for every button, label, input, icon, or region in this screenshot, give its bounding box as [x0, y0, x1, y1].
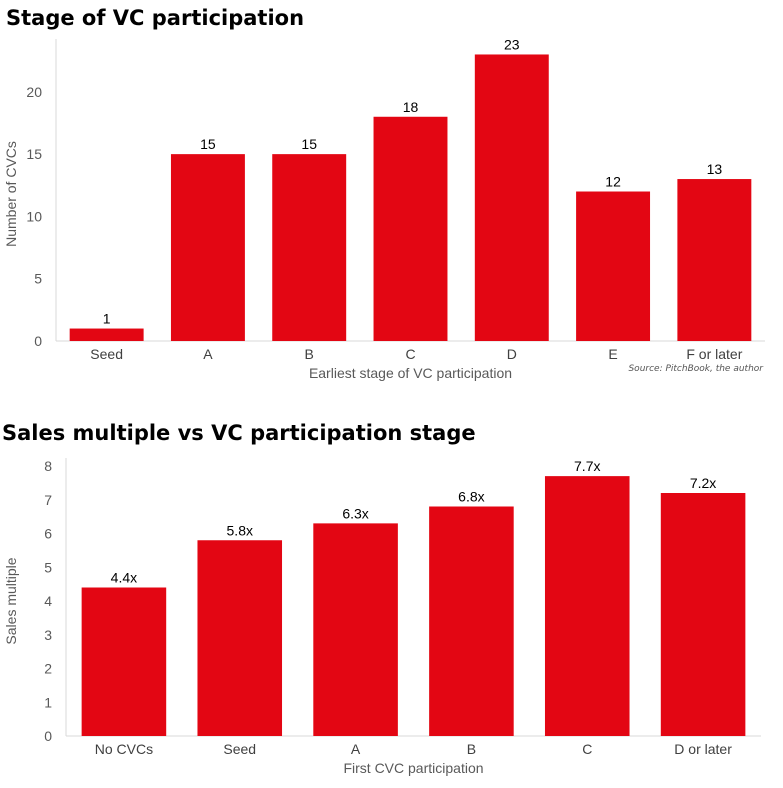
y-tick-label: 7	[44, 492, 52, 508]
chart-stage-of-vc-participation: 0 5 10 15 20 1 Seed 15 A 15 B 18 C 23 D 12 E 13 F or later…	[3, 36, 765, 381]
data-label: 12	[605, 174, 621, 190]
bar-e	[576, 191, 651, 341]
data-label: 7.7x	[574, 458, 600, 474]
bar-c	[373, 116, 448, 341]
x-tick-label: C	[405, 346, 415, 362]
chart2-title: Sales multiple vs VC participation stage	[2, 421, 476, 445]
y-tick-label: 4	[44, 593, 52, 609]
data-label: 15	[200, 136, 216, 152]
x-tick-label: D	[507, 346, 517, 362]
y-tick-label: 1	[44, 694, 52, 710]
y-tick-label: 6	[44, 526, 52, 542]
bar-no-cvcs	[81, 587, 167, 736]
x-tick-label: B	[467, 741, 476, 757]
data-label: 6.3x	[342, 505, 368, 521]
x-tick-label: C	[582, 741, 592, 757]
y-tick-label: 8	[44, 458, 52, 474]
source-note: Source: PitchBook, the author	[628, 364, 763, 374]
y-tick-label: 20	[26, 84, 42, 100]
y-tick-label: 0	[44, 728, 52, 744]
bar-seed	[197, 540, 283, 736]
data-label: 13	[707, 161, 723, 177]
chart1-title: Stage of VC participation	[6, 6, 305, 30]
bar-d-or-later	[660, 493, 746, 736]
y-tick-label: 5	[34, 271, 42, 287]
bar-c	[544, 476, 630, 736]
y-tick-label: 15	[26, 146, 42, 162]
x-tick-label: A	[351, 741, 361, 757]
x-axis-title: Earliest stage of VC participation	[309, 365, 512, 381]
bar-f-or-later	[677, 179, 752, 341]
bar-seed	[69, 328, 144, 341]
y-tick-label: 0	[34, 333, 42, 349]
data-label: 6.8x	[458, 489, 484, 505]
data-label: 15	[301, 136, 317, 152]
data-label: 23	[504, 36, 520, 52]
bar-d	[474, 54, 549, 341]
y-tick-label: 2	[44, 661, 52, 677]
x-axis-title: First CVC participation	[343, 760, 483, 776]
y-tick-label: 3	[44, 627, 52, 643]
y-tick-label: 10	[26, 208, 42, 224]
x-tick-label: D or later	[674, 741, 732, 757]
y-tick-label: 5	[44, 559, 52, 575]
bar-a	[313, 523, 398, 736]
bar-b	[272, 154, 347, 341]
y-axis-title: Sales multiple	[3, 557, 19, 644]
x-tick-label: B	[305, 346, 314, 362]
data-label: 7.2x	[690, 475, 716, 491]
data-label: 1	[103, 311, 111, 327]
data-label: 4.4x	[111, 570, 137, 586]
data-label: 18	[403, 99, 419, 115]
y-axis-title: Number of CVCs	[3, 141, 19, 247]
bar-a	[170, 154, 245, 341]
x-tick-label: E	[608, 346, 617, 362]
x-tick-label: F or later	[686, 346, 742, 362]
x-tick-label: A	[203, 346, 213, 362]
x-tick-label: No CVCs	[95, 741, 153, 757]
x-tick-label: Seed	[90, 346, 123, 362]
bar-b	[429, 506, 514, 736]
x-tick-label: Seed	[223, 741, 256, 757]
data-label: 5.8x	[227, 522, 253, 538]
